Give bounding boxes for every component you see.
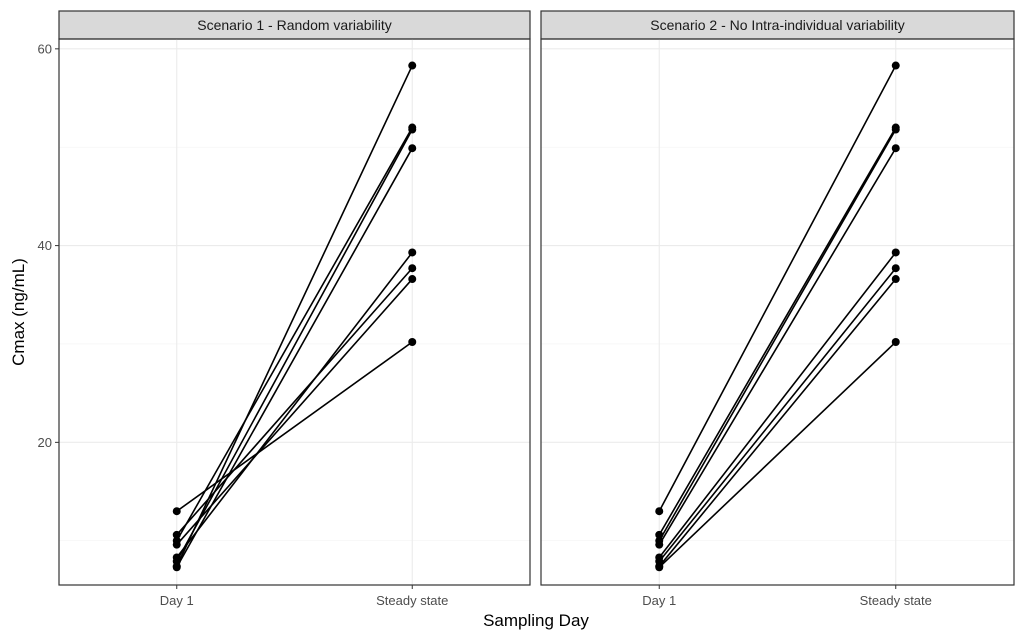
- data-point: [408, 338, 417, 347]
- x-tick-label: Steady state: [860, 593, 932, 608]
- series-line: [658, 267, 897, 562]
- data-point: [172, 540, 181, 549]
- x-tick-label: Day 1: [642, 593, 676, 608]
- data-point: [891, 61, 900, 70]
- data-point: [408, 144, 417, 153]
- data-point: [408, 275, 417, 284]
- x-axis-title: Sampling Day: [483, 611, 589, 630]
- data-point: [172, 507, 181, 516]
- series-line: [658, 278, 897, 567]
- series-line: [176, 129, 413, 562]
- data-point: [891, 125, 900, 134]
- panel-border: [58, 38, 531, 586]
- series-line: [658, 65, 897, 512]
- data-point: [408, 125, 417, 134]
- series-line: [176, 341, 413, 512]
- data-point: [891, 144, 900, 153]
- data-point: [408, 61, 417, 70]
- facet-strip-title: Scenario 1 - Random variability: [197, 17, 392, 33]
- series-line: [176, 147, 413, 568]
- data-point: [891, 264, 900, 273]
- facet-strip-title: Scenario 2 - No Intra-individual variabi…: [650, 17, 904, 33]
- y-tick-label: 40: [38, 238, 52, 253]
- series-line: [658, 341, 897, 568]
- series-line: [658, 129, 897, 542]
- y-axis-title: Cmax (ng/mL): [9, 258, 28, 366]
- data-point: [891, 275, 900, 284]
- x-tick-label: Steady state: [376, 593, 448, 608]
- data-point: [655, 563, 664, 572]
- series-line: [176, 267, 413, 536]
- data-point: [408, 248, 417, 257]
- x-tick-label: Day 1: [160, 593, 194, 608]
- panel-border: [540, 38, 1015, 586]
- series-line: [658, 251, 897, 558]
- series-line: [176, 251, 413, 558]
- data-point: [408, 264, 417, 273]
- y-tick-label: 60: [38, 41, 52, 56]
- facet-strip: [58, 10, 531, 40]
- data-point: [891, 338, 900, 347]
- series-line: [176, 278, 413, 546]
- data-point: [172, 563, 181, 572]
- y-tick-label: 20: [38, 435, 52, 450]
- series-line: [176, 127, 413, 542]
- series-line: [658, 147, 897, 546]
- facet-strip: [540, 10, 1015, 40]
- data-point: [655, 507, 664, 516]
- series-line: [658, 127, 897, 536]
- series-line: [176, 65, 413, 567]
- data-point: [891, 248, 900, 257]
- data-point: [655, 540, 664, 549]
